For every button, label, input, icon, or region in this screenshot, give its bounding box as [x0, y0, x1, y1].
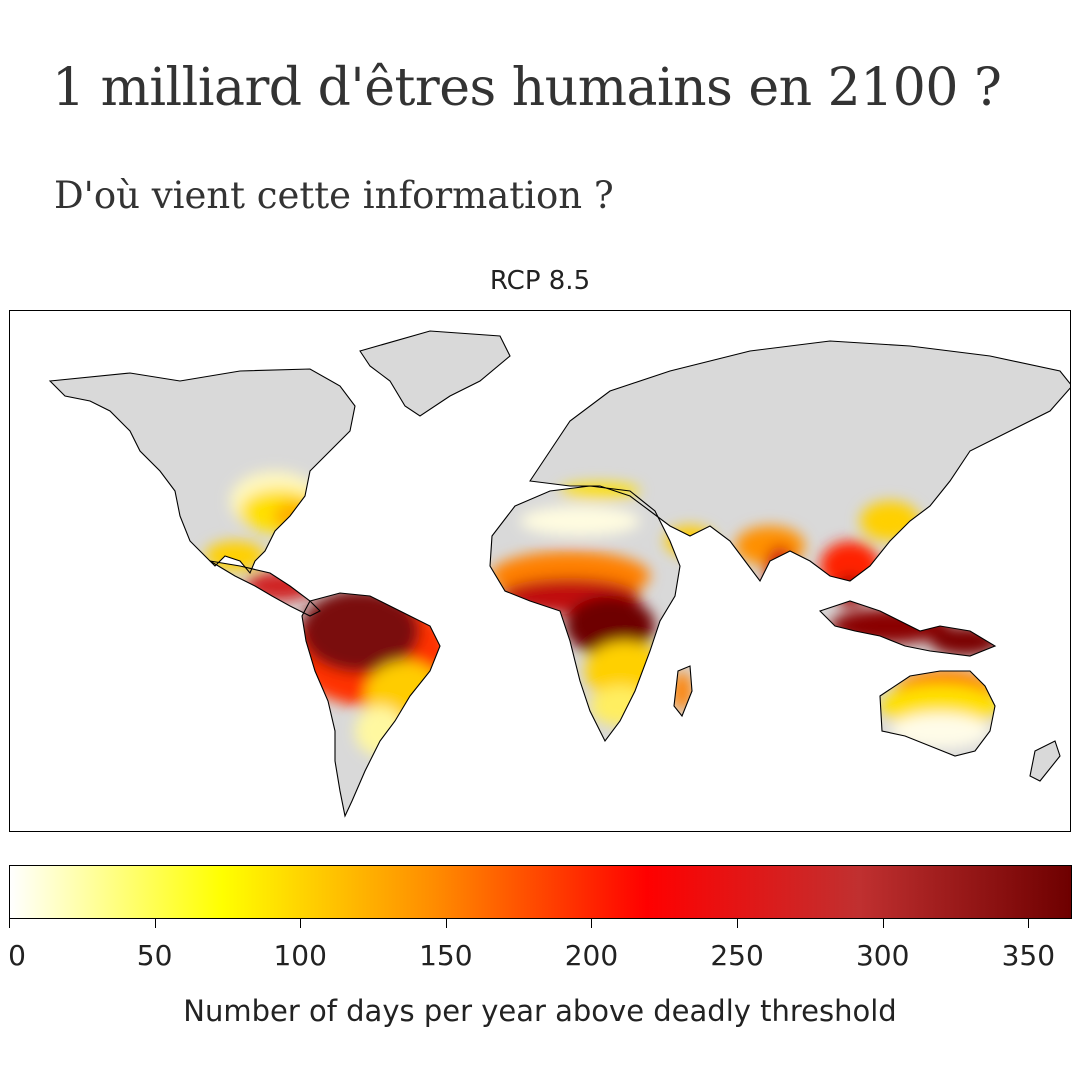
colorbar-tick-label: 350	[1001, 939, 1056, 972]
colorbar-axis: 0 50 100 150 200 250 300 350	[8, 919, 1072, 979]
world-map	[9, 310, 1071, 832]
colorbar-tick	[445, 919, 447, 928]
page-title: 1 milliard d'êtres humains en 2100 ?	[52, 58, 1002, 118]
colorbar-tick	[591, 919, 593, 928]
colorbar-tick	[737, 919, 739, 928]
page-subtitle: D'où vient cette information ?	[54, 174, 614, 217]
map-title: RCP 8.5	[489, 266, 591, 296]
colorbar-label: Number of days per year above deadly thr…	[183, 994, 897, 1028]
colorbar-tick-label: 200	[564, 939, 619, 972]
colorbar	[9, 865, 1072, 919]
colorbar-tick-label: 250	[710, 939, 764, 972]
colorbar-tick	[9, 919, 10, 928]
colorbar-tick	[154, 919, 156, 928]
colorbar-tick-label: 0	[8, 939, 26, 972]
colorbar-tick	[882, 919, 884, 928]
colorbar-tick-label: 150	[419, 939, 473, 972]
colorbar-tick	[300, 919, 302, 928]
colorbar-tick	[1028, 919, 1030, 928]
colorbar-tick-label: 100	[273, 939, 327, 972]
colorbar-tick-label: 50	[136, 939, 173, 972]
colorbar-tick-label: 300	[855, 939, 910, 972]
